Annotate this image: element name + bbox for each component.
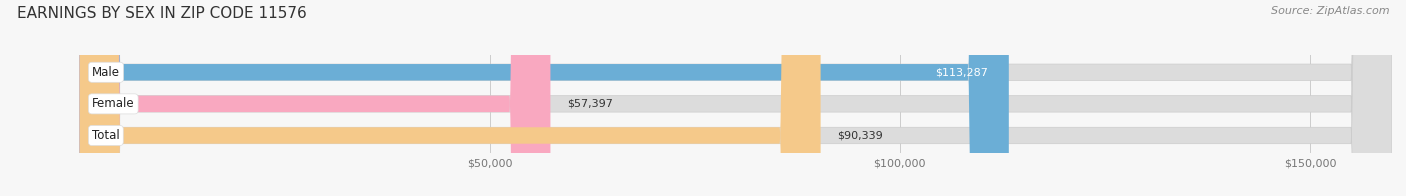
FancyBboxPatch shape — [80, 0, 550, 196]
FancyBboxPatch shape — [80, 0, 1010, 196]
Text: $90,339: $90,339 — [837, 131, 883, 141]
Text: $113,287: $113,287 — [935, 67, 988, 77]
FancyBboxPatch shape — [80, 0, 1392, 196]
FancyBboxPatch shape — [80, 0, 821, 196]
Text: Total: Total — [91, 129, 120, 142]
FancyBboxPatch shape — [80, 0, 1392, 196]
Text: Source: ZipAtlas.com: Source: ZipAtlas.com — [1271, 6, 1389, 16]
Text: Female: Female — [91, 97, 135, 110]
Text: EARNINGS BY SEX IN ZIP CODE 11576: EARNINGS BY SEX IN ZIP CODE 11576 — [17, 6, 307, 21]
Text: $57,397: $57,397 — [567, 99, 613, 109]
Text: Male: Male — [91, 66, 120, 79]
FancyBboxPatch shape — [80, 0, 1392, 196]
